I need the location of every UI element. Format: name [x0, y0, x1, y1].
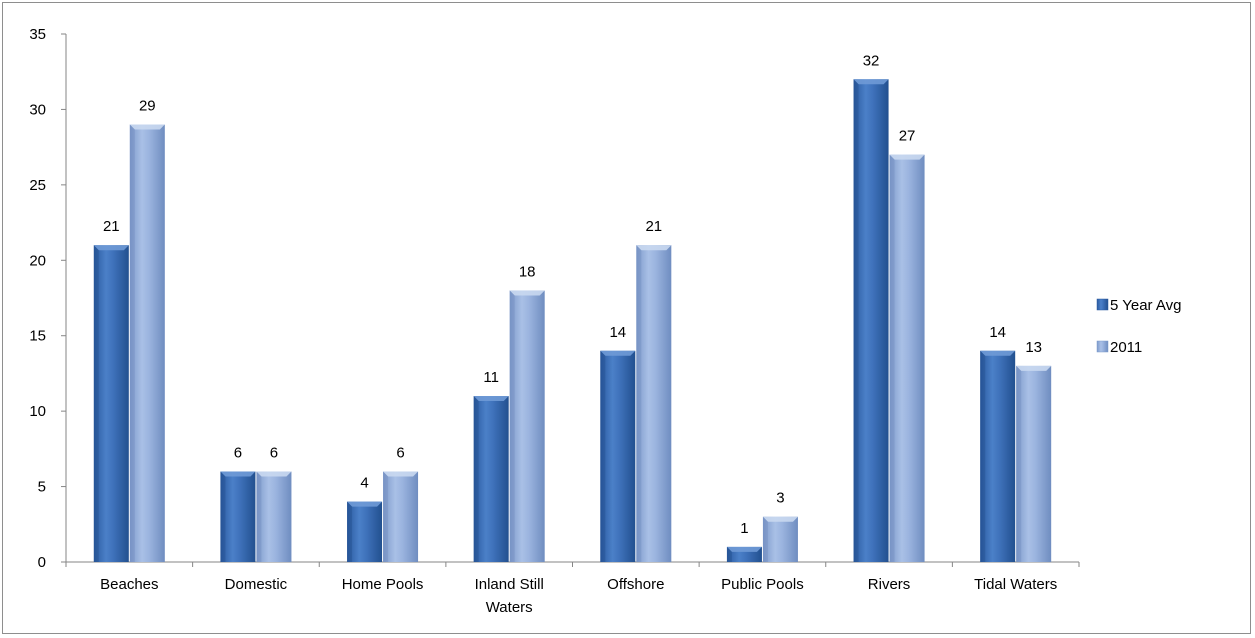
data-label: 13: [1025, 339, 1042, 356]
legend-item: 2011: [1096, 339, 1142, 356]
bar-series2: [129, 124, 165, 562]
x-category-label: Home Pools: [342, 576, 424, 593]
bar-series1: [853, 79, 889, 562]
data-label: 6: [396, 444, 404, 461]
bar-series2: [889, 154, 925, 562]
data-label: 6: [270, 444, 278, 461]
x-category-label: Waters: [486, 599, 533, 616]
data-label: 32: [863, 52, 880, 69]
legend-item: 5 Year Avg: [1096, 297, 1181, 314]
bar-series2: [1016, 365, 1052, 562]
y-tick-label: 0: [38, 554, 46, 571]
data-label: 29: [139, 98, 156, 115]
legend-label: 2011: [1110, 339, 1142, 356]
legend-swatch: [1096, 298, 1109, 311]
bar-series1: [600, 350, 636, 562]
data-label: 4: [360, 475, 368, 492]
x-category-label: Rivers: [868, 576, 911, 593]
y-tick-label: 5: [38, 479, 46, 496]
data-label: 21: [645, 218, 662, 235]
bar-series2: [509, 290, 545, 562]
bar-series2: [636, 245, 672, 562]
bar-series1: [980, 350, 1016, 562]
y-tick-label: 25: [29, 177, 46, 194]
bar-series1: [93, 245, 129, 562]
bar-chart: 0 5 10 15 20 25 30 35 Beaches Domestic Home Pools I…: [29, 26, 1181, 616]
data-label: 3: [776, 490, 784, 507]
bar-series1: [726, 546, 762, 562]
bar-series1: [473, 396, 509, 562]
x-category-label: Inland Still: [475, 576, 544, 593]
x-category-label: Offshore: [607, 576, 664, 593]
data-label: 21: [103, 218, 120, 235]
x-category-label: Public Pools: [721, 576, 804, 593]
data-label: 14: [609, 324, 626, 341]
y-tick-label: 10: [29, 403, 46, 420]
y-tick-label: 30: [29, 101, 46, 118]
data-label: 11: [483, 369, 499, 386]
data-label: 14: [989, 324, 1006, 341]
y-tick-label: 15: [29, 328, 46, 345]
x-category-label: Tidal Waters: [974, 576, 1057, 593]
bar-series2: [762, 516, 798, 562]
bar-series2: [383, 471, 419, 562]
y-tick-label: 20: [29, 252, 46, 269]
data-label: 27: [899, 128, 916, 145]
bar-series2: [256, 471, 292, 562]
bar-series1: [347, 501, 383, 562]
legend-swatch: [1096, 340, 1109, 353]
data-label: 6: [234, 444, 242, 461]
x-category-label: Beaches: [100, 576, 158, 593]
data-label: 18: [519, 263, 536, 280]
x-category-label: Domestic: [225, 576, 288, 593]
y-tick-label: 35: [29, 26, 46, 43]
bar-series1: [220, 471, 256, 562]
legend-label: 5 Year Avg: [1110, 297, 1181, 314]
data-label: 1: [740, 520, 748, 537]
